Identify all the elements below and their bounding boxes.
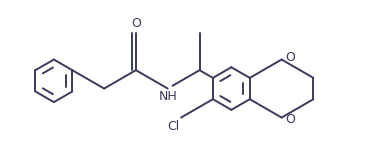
Text: O: O [286, 113, 295, 126]
Text: O: O [131, 17, 141, 30]
Text: Cl: Cl [167, 121, 179, 133]
Text: O: O [286, 51, 295, 64]
Text: NH: NH [158, 90, 177, 102]
